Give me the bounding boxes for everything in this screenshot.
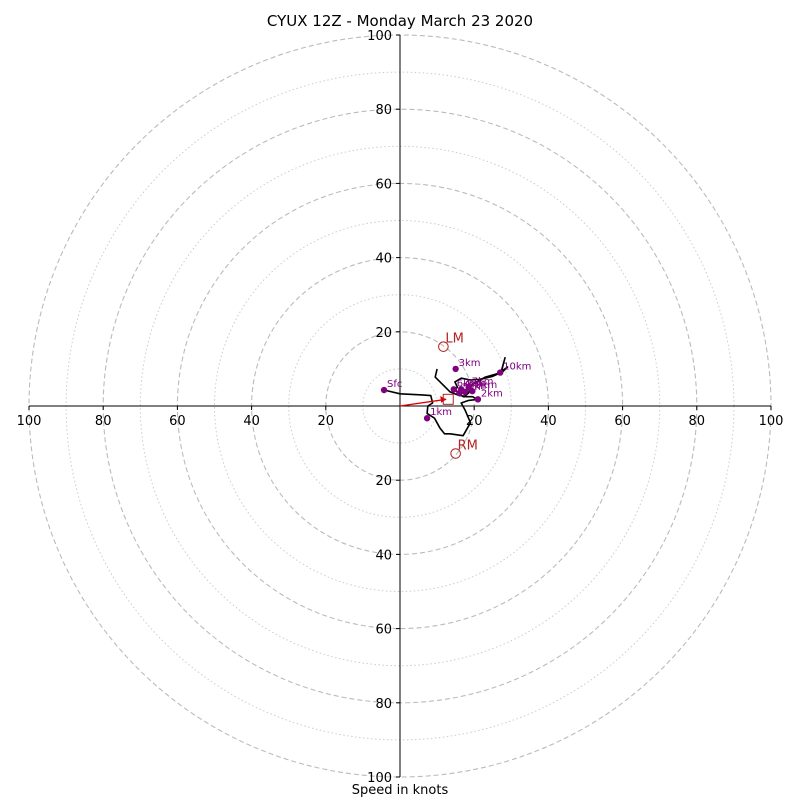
x-axis-label: Speed in knots	[351, 783, 449, 798]
height-label: 1km	[430, 407, 452, 418]
x-tick-label: 60	[169, 414, 186, 429]
height-label: 7km	[472, 376, 494, 387]
y-tick-label: 40	[375, 548, 392, 563]
height-point	[496, 369, 504, 376]
height-point	[423, 415, 431, 422]
mean-wind-marker	[442, 393, 454, 405]
x-tick-label: 100	[17, 414, 42, 429]
height-label: 2km	[481, 388, 503, 399]
x-tick-label: 60	[614, 414, 631, 429]
height-label: 8km	[468, 381, 490, 392]
storm-motion-marker	[438, 341, 449, 352]
y-tick-label: 80	[375, 103, 392, 118]
y-tick-label: 20	[375, 474, 392, 489]
x-tick-label: 80	[689, 414, 706, 429]
storm-motion-label: RM	[458, 438, 478, 453]
y-tick-label: 60	[375, 177, 392, 192]
x-tick-label: 80	[95, 414, 112, 429]
x-tick-label: 100	[759, 414, 784, 429]
height-label: 5km	[462, 382, 484, 393]
y-tick-label: 100	[367, 771, 392, 786]
x-tick-label: 40	[243, 414, 260, 429]
x-tick-label: 20	[466, 414, 483, 429]
height-point	[469, 387, 476, 395]
height-label: 9km	[475, 380, 497, 391]
x-tick-label: 20	[318, 414, 335, 429]
height-label: 4km	[464, 378, 486, 389]
tick-labels: 100 100 80 80 60 60 40 40 20 20 20 20 40 40 60 60 80 80 10…	[17, 29, 784, 786]
height-point	[474, 396, 482, 403]
height-label: 10km	[503, 362, 531, 373]
height-label: 3km	[459, 358, 481, 369]
mean-wind-arrow	[399, 398, 447, 407]
x-tick-label: 40	[540, 414, 557, 429]
storm-motion-label: LM	[445, 332, 463, 347]
height-label: 6km	[457, 378, 479, 389]
y-tick-label: 80	[375, 697, 392, 712]
height-point	[450, 386, 457, 393]
y-tick-label: 60	[375, 623, 392, 638]
y-tick-label: 40	[375, 252, 392, 267]
storm-motion-marker	[450, 448, 461, 459]
height-point	[380, 386, 388, 394]
height-point	[452, 365, 459, 373]
storm-motion: LM RM	[438, 332, 478, 459]
y-tick-label: 100	[367, 29, 392, 44]
height-point	[456, 389, 463, 397]
y-tick-label: 20	[375, 326, 392, 341]
height-point	[461, 388, 469, 396]
chart-title: CYUX 12Z - Monday March 23 2020	[266, 12, 534, 30]
height-label: Sfc	[387, 379, 402, 390]
